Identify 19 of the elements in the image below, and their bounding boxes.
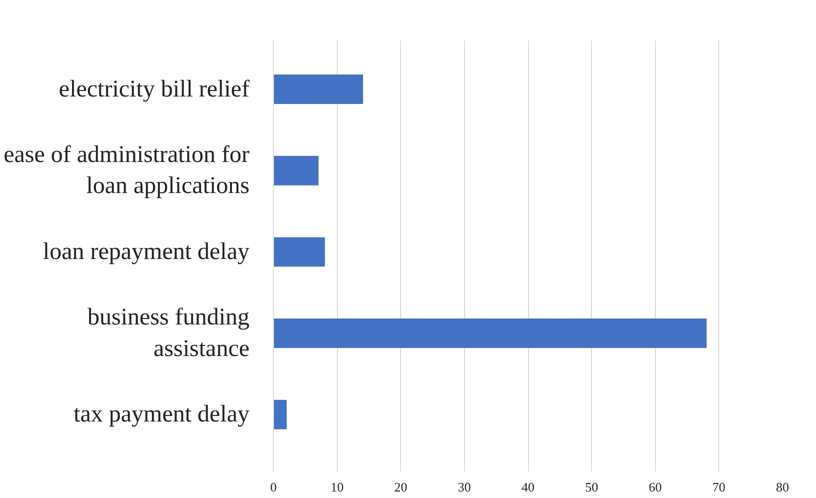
x-tick-label: 50 (585, 480, 598, 494)
x-tick-label: 40 (522, 480, 534, 494)
bar (274, 237, 325, 267)
x-tick-label: 0 (270, 480, 277, 494)
x-tick-label: 30 (458, 480, 471, 494)
bar (274, 74, 364, 104)
y-tick-label: ease of administration for loan applications (4, 142, 250, 200)
bar (274, 318, 707, 348)
bar (274, 156, 319, 186)
y-tick-label: electricity bill relief (58, 76, 250, 102)
x-tick-label: 70 (712, 480, 726, 494)
x-tick-label: 80 (776, 480, 789, 494)
x-tick-label: 60 (648, 480, 662, 494)
y-tick-label: business funding assistance (88, 304, 250, 362)
x-tick-label: 10 (330, 480, 344, 494)
y-tick-label: tax payment delay (74, 402, 250, 428)
x-tick-label: 20 (394, 480, 408, 494)
y-tick-label: loan repayment delay (42, 238, 250, 265)
bar (274, 400, 287, 430)
